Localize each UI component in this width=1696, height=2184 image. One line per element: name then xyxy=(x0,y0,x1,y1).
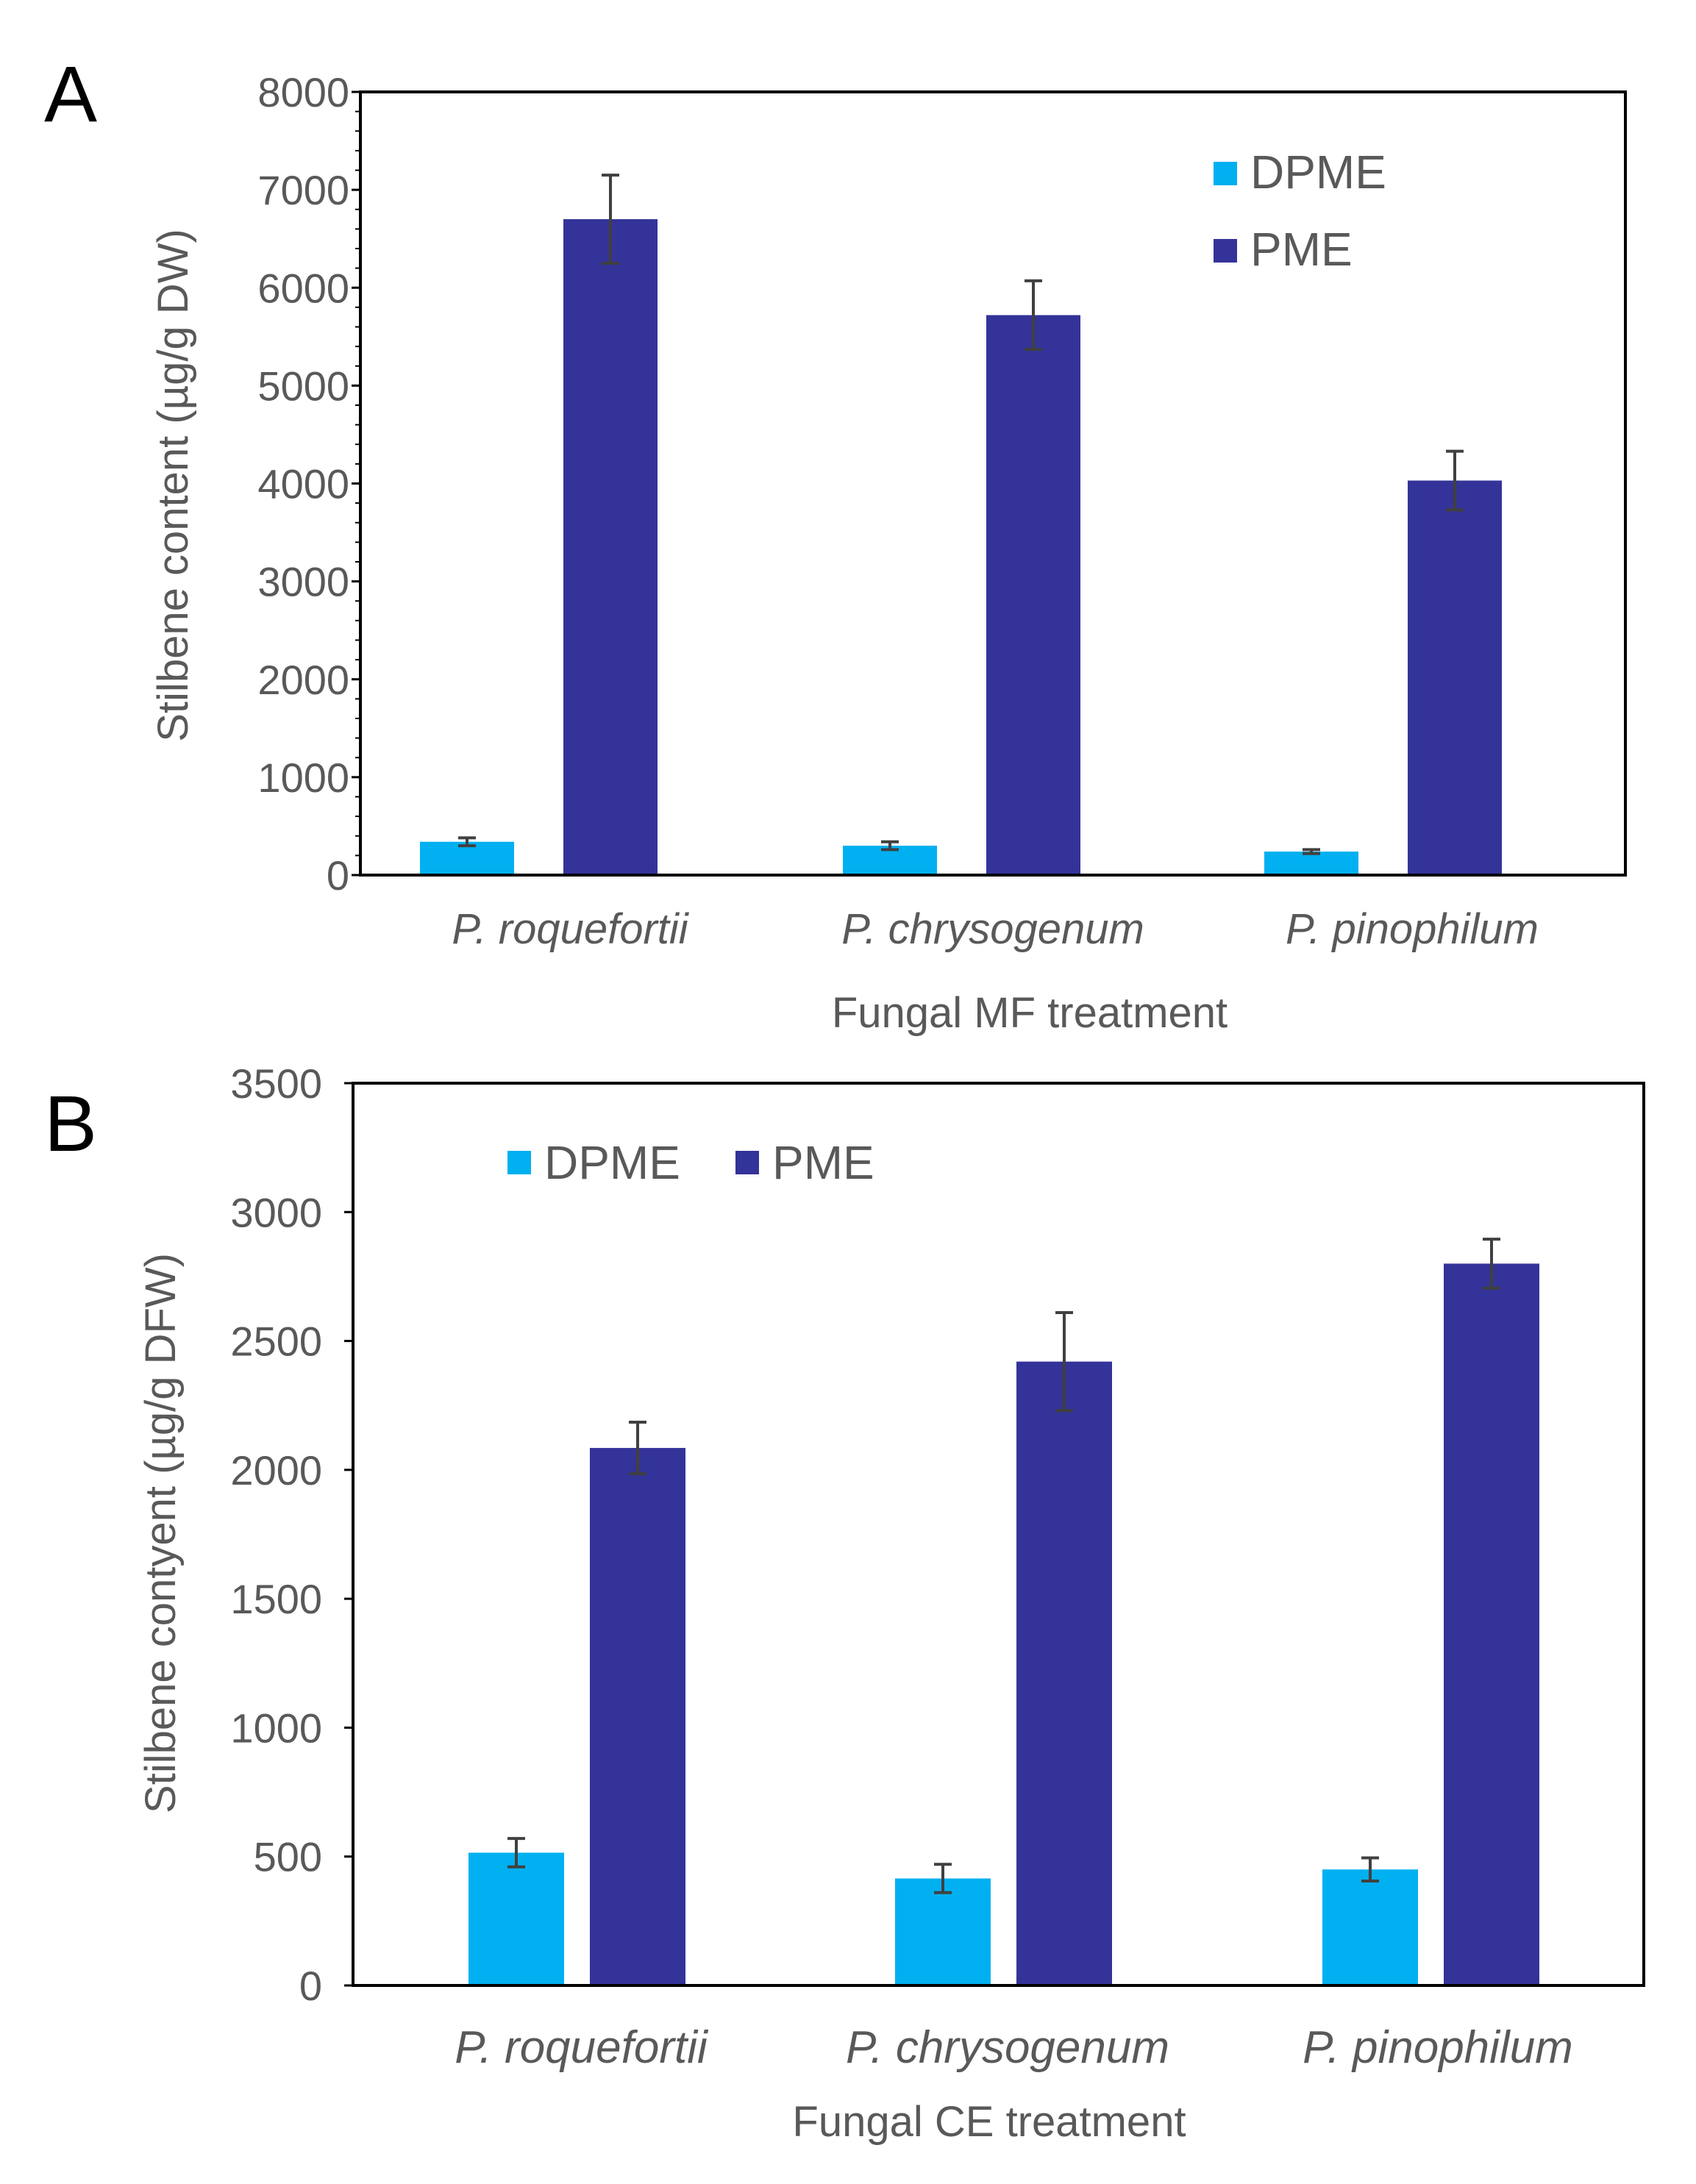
pme-bar-2-error-bar xyxy=(1055,1311,1073,1413)
y-axis-label-a: Stilbene content (µg/g DW) xyxy=(149,229,197,742)
legend-swatch-pme xyxy=(735,1151,759,1174)
legend-label-pme: PME xyxy=(1250,223,1353,276)
pme-bar-1 xyxy=(590,1448,685,1985)
pme-bar-2 xyxy=(1016,1361,1112,1985)
legend-label-dpme: DPME xyxy=(1250,146,1386,199)
dpme-bar-3-error-bar xyxy=(1303,848,1320,855)
legend-swatch-dpme xyxy=(1214,162,1237,185)
category-label: P. chrysogenum xyxy=(841,905,1144,953)
legend-label-pme: PME xyxy=(772,1136,874,1189)
pme-bar-3-error-bar xyxy=(1446,449,1464,512)
dpme-bar-1-error-bar xyxy=(507,1837,525,1869)
y-tick-label: 7000 xyxy=(257,167,349,213)
legend-swatch-dpme xyxy=(507,1151,531,1174)
dpme-bar-3 xyxy=(1264,852,1358,875)
legend-a: DPME PME xyxy=(1214,146,1386,276)
category-label: P. chrysogenum xyxy=(846,2022,1169,2073)
dpme-bar-3-error-bar xyxy=(1361,1856,1379,1883)
y-tick-label: 5000 xyxy=(257,363,349,409)
y-tick-label: 0 xyxy=(327,852,349,899)
x-axis-label-a: Fungal MF treatment xyxy=(832,989,1228,1037)
pme-bar-1 xyxy=(563,219,658,875)
y-tick-label: 3500 xyxy=(230,1060,322,1107)
pme-bar-1-error-bar xyxy=(629,1421,646,1476)
dpme-bar-1 xyxy=(420,841,514,875)
category-label: P. pinophilum xyxy=(1303,2022,1573,2073)
y-tick-label: 8000 xyxy=(257,69,349,115)
pme-bar-2-error-bar xyxy=(1025,279,1042,351)
pme-bar-2 xyxy=(986,315,1080,875)
pme-bar-3 xyxy=(1444,1263,1539,1985)
y-tick-label: 1000 xyxy=(257,754,349,801)
y-tick-label: 1000 xyxy=(230,1705,322,1751)
dpme-bar-2-error-bar xyxy=(934,1863,952,1894)
dpme-bar-2 xyxy=(895,1878,991,1985)
y-tick-label: 3000 xyxy=(230,1189,322,1235)
y-tick-label: 2000 xyxy=(257,657,349,703)
panel-letter-a: A xyxy=(44,49,97,138)
dpme-bar-3 xyxy=(1322,1869,1418,1985)
dpme-bar-1-error-bar xyxy=(458,836,476,848)
chart-panel-b: B 0 500 1000 1500 2000 2500 3000 3500 P. roquef… xyxy=(44,1060,1645,2146)
plot-frame-b xyxy=(352,1082,1645,1987)
x-axis-label-b: Fungal CE treatment xyxy=(792,2098,1186,2146)
category-label: P. roquefortii xyxy=(455,2022,709,2073)
y-tick-label: 3000 xyxy=(257,559,349,605)
y-tick-label: 2000 xyxy=(230,1447,322,1494)
pme-bar-1-error-bar xyxy=(602,174,619,265)
y-tick-label: 2500 xyxy=(230,1318,322,1365)
y-tick-label: 500 xyxy=(254,1834,322,1880)
y-tick-label: 4000 xyxy=(257,461,349,507)
dpme-bar-1 xyxy=(468,1852,564,1985)
y-axis-label-b: Stilbene contyent (µg/g DFW) xyxy=(137,1253,185,1813)
panel-letter-b: B xyxy=(44,1079,97,1168)
chart-panel-a: A 0 1000 2000 3000 4000 5000 6000 7000 8000 P. r… xyxy=(44,49,1627,1037)
legend-b: DPME PME xyxy=(507,1136,874,1189)
y-tick-label: 6000 xyxy=(257,265,349,311)
pme-bar-3 xyxy=(1408,480,1502,875)
category-label: P. roquefortii xyxy=(452,905,689,953)
category-label: P. pinophilum xyxy=(1286,905,1539,953)
y-tick-label: 0 xyxy=(299,1963,322,2009)
dpme-bar-2-error-bar xyxy=(881,840,899,852)
pme-bar-3-error-bar xyxy=(1483,1238,1500,1290)
legend-swatch-pme xyxy=(1214,239,1237,263)
y-tick-label: 1500 xyxy=(230,1576,322,1622)
legend-label-dpme: DPME xyxy=(544,1136,680,1189)
